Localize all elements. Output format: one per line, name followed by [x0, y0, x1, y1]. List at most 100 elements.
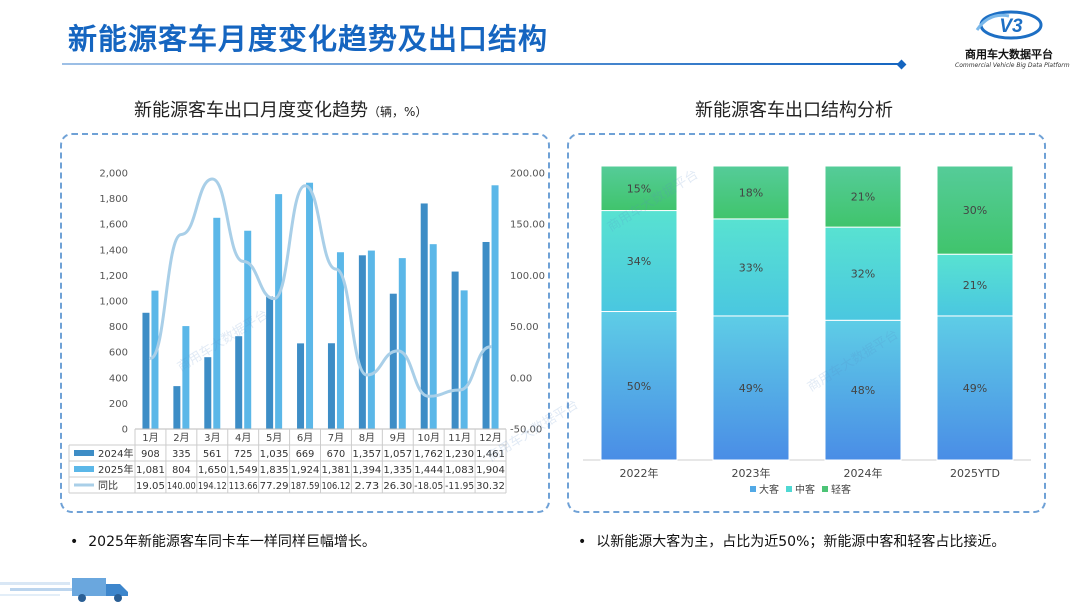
x-tick-label: 2025YTD	[950, 467, 1000, 480]
y-right-tick-label: 0.00	[510, 373, 532, 384]
y-right-tick-label: 100.00	[510, 271, 545, 282]
title-underline-dot	[896, 59, 907, 70]
bar-2024	[482, 241, 490, 429]
legend-swatch-2025	[74, 466, 94, 472]
stack-segment-轻客	[824, 165, 902, 228]
y-left-tick-label: 0	[122, 425, 128, 436]
table-cell-value: 187.59	[291, 481, 320, 492]
table-cell-value: 1,230	[445, 449, 474, 460]
segment-label: 34%	[627, 255, 651, 268]
stack-segment-轻客	[712, 165, 790, 220]
x-tick-label: 4月	[235, 432, 251, 444]
table-cell-value: 26.30	[383, 481, 412, 492]
bar-2025	[367, 250, 375, 429]
page-title: 新能源客车月度变化趋势及出口结构	[68, 22, 549, 56]
legend-swatch-轻客	[822, 486, 828, 492]
x-tick-label: 2024年	[844, 466, 883, 480]
table-cell-value: 1,904	[476, 465, 505, 476]
segment-label: 21%	[851, 191, 875, 204]
bar-2024	[451, 271, 459, 429]
table-cell-value: 113.66	[229, 481, 258, 492]
table-cell-value: 908	[141, 449, 160, 460]
bar-2024	[389, 293, 397, 429]
table-cell-value: 1,035	[260, 449, 289, 460]
stack-segment-大客	[824, 319, 902, 461]
x-tick-label: 5月	[266, 432, 282, 444]
y-right-tick-label: -50.00	[510, 425, 542, 436]
bar-2025	[491, 185, 499, 429]
y-left-tick-label: 1,200	[99, 271, 128, 282]
segment-label: 33%	[739, 261, 763, 274]
logo-name: 商用车大数据平台	[965, 48, 1053, 61]
x-tick-label: 1月	[142, 432, 158, 444]
bar-2025	[182, 326, 190, 429]
x-tick-label: 2022年	[620, 466, 659, 480]
segment-label: 50%	[627, 380, 651, 393]
left-chart-unit: （辆，%）	[368, 105, 428, 119]
table-cell-value: 1,081	[136, 465, 165, 476]
table-cell-value: 1,335	[383, 465, 412, 476]
table-cell-value: 1,835	[260, 465, 289, 476]
table-cell-value: -11.95	[445, 481, 474, 492]
segment-label: 32%	[851, 268, 875, 281]
left-chart-panel: 0 200 400 600 800 1,000 1,200 1,400 1,600 1,800 2,…	[60, 133, 550, 513]
bar-2024	[420, 203, 428, 429]
legend-label: 中客	[795, 483, 815, 496]
right-chart-panel: 50% 34% 15% 2022年 49% 33% 18% 2023年 48% 32% 21% 202…	[567, 133, 1046, 513]
bar-2025	[306, 182, 314, 429]
x-tick-label: 2月	[173, 432, 189, 444]
y-left-tick-label: 800	[109, 322, 128, 333]
footer-truck-decoration	[0, 578, 128, 602]
table-cell-value: 2.73	[354, 481, 379, 492]
table-cell-value: 1,444	[414, 465, 443, 476]
bar-2025	[244, 230, 252, 429]
legend-label: 2024年	[98, 447, 133, 460]
bar-2025	[336, 252, 344, 429]
y-right-tick-label: 200.00	[510, 169, 545, 180]
x-tick-label: 6月	[297, 432, 313, 444]
bar-2024	[266, 296, 274, 429]
x-tick-label: 3月	[204, 432, 220, 444]
right-bullet: 以新能源大客为主，占比为近50%；新能源中客和轻客占比接近。	[578, 531, 1005, 551]
table-cell-value: 1,381	[322, 465, 351, 476]
bar-2024	[358, 255, 366, 429]
bar-2025	[429, 244, 437, 429]
table-cell-value: 77.29	[260, 481, 289, 492]
export-structure-chart: 50% 34% 15% 2022年 49% 33% 18% 2023年 48% 32% 21% 202…	[583, 165, 1031, 496]
stack-segment-大客	[600, 311, 678, 461]
table-cell-value: 1,057	[383, 449, 412, 460]
x-tick-label: 8月	[359, 432, 375, 444]
table-cell-value: 670	[327, 449, 346, 460]
bar-2024	[327, 343, 335, 429]
y-left-tick-label: 1,600	[99, 220, 128, 231]
bar-2025	[213, 217, 221, 429]
left-chart-title-text: 新能源客车出口月度变化趋势	[134, 100, 368, 121]
bar-2025	[275, 194, 283, 429]
table-cell-value: 1,083	[445, 465, 474, 476]
table-cell-value: -18.05	[414, 481, 443, 492]
stack-segment-轻客	[600, 165, 678, 212]
stack-segment-大客	[712, 315, 790, 461]
x-tick-label: 2023年	[732, 466, 771, 480]
table-cell-value: 19.05	[136, 481, 165, 492]
table-cell-value: 335	[172, 449, 191, 460]
y-left-tick-label: 1,800	[99, 194, 128, 205]
x-tick-label: 9月	[390, 432, 406, 444]
table-cell-value: 561	[203, 449, 222, 460]
y-left-tick-label: 400	[109, 373, 128, 384]
legend-swatch-大客	[750, 486, 756, 492]
table-cell-value: 30.32	[476, 481, 505, 492]
stack-segment-中客	[600, 210, 678, 313]
segment-label: 49%	[963, 382, 987, 395]
stack-segment-中客	[712, 218, 790, 317]
table-cell-value: 725	[234, 449, 253, 460]
table-cell-value: 1,549	[229, 465, 258, 476]
table-cell-value: 194.12	[198, 481, 227, 492]
y-left-tick-label: 200	[109, 399, 128, 410]
segment-label: 49%	[739, 382, 763, 395]
y-left-tick-label: 1,000	[99, 297, 128, 308]
bar-2025	[398, 258, 406, 429]
segment-label: 15%	[627, 182, 651, 195]
bar-2025	[460, 290, 468, 429]
stack-segment-中客	[936, 253, 1014, 317]
